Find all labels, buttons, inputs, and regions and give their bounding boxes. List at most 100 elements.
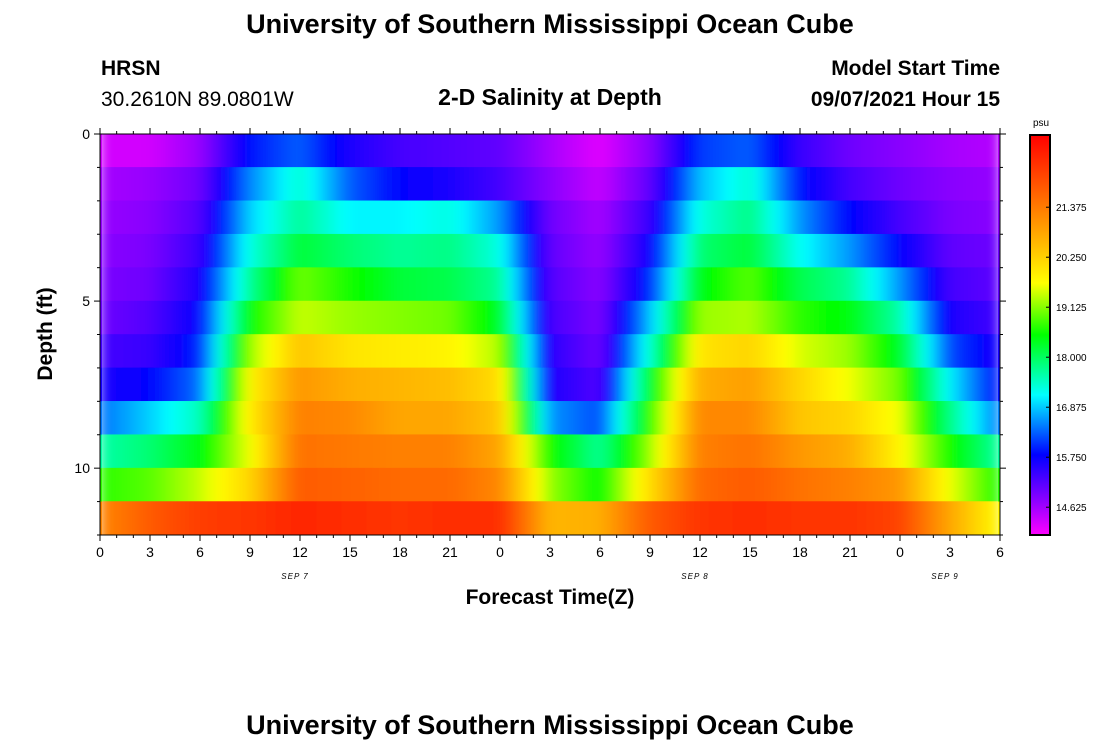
heatmap-cell [166,501,176,535]
heatmap-cell [741,267,751,302]
heatmap-cell [866,467,876,502]
heatmap-cell [582,167,593,202]
heatmap-cell [799,367,809,402]
heatmap-cell [116,134,126,168]
heatmap-cell [849,467,859,502]
heatmap-cell [516,233,526,268]
heatmap-cell [182,434,193,469]
heatmap-cell [100,401,109,436]
heatmap-cell [974,467,984,502]
heatmap-cell [674,501,684,535]
heatmap-cell [224,267,234,302]
heatmap-cell [566,267,576,302]
heatmap-cell [491,434,501,469]
heatmap-cell [807,200,818,235]
heatmap-cell [224,200,234,235]
heatmap-cell [316,501,326,535]
heatmap-cell [100,167,109,202]
heatmap-cell [266,334,276,369]
heatmap-cell [149,334,159,369]
heatmap-cell [366,233,376,268]
heatmap-cell [899,501,909,535]
heatmap-cell [707,134,718,168]
heatmap-cell [191,167,201,202]
heatmap-cell [674,467,684,502]
heatmap-cell [607,367,618,402]
heatmap-cell [457,134,468,168]
colorbar: 21.375 20.250 19.125 18.000 16.875 15.750 14.6… [1029,134,1087,536]
heatmap-cell [957,367,968,402]
heatmap-cell [491,401,501,436]
heatmap-cell [449,401,459,436]
heatmap-cell [841,434,851,469]
heatmap-cell [657,267,668,302]
heatmap-cell [124,233,134,268]
heatmap-cell [549,267,559,302]
heatmap-cell [116,467,126,502]
heatmap-cell [599,167,609,202]
heatmap-cell [816,134,826,168]
heatmap-cell [207,300,218,335]
heatmap-cell [141,367,151,402]
heatmap-cell [641,434,651,469]
heatmap-cell [599,200,609,235]
heatmap-cell [149,233,159,268]
heatmap-cell [691,134,701,168]
heatmap-cell [466,267,476,302]
heatmap-cell [741,501,751,535]
heatmap-cell [841,267,851,302]
heatmap-cell [724,467,734,502]
heatmap-cell [824,501,834,535]
heatmap-cell [616,367,626,402]
heatmap-cell [982,134,993,168]
heatmap-cell [866,200,876,235]
heatmap-cell [116,401,126,436]
heatmap-cell [741,167,751,202]
heatmap-cell [874,200,884,235]
heatmap-cell [624,367,634,402]
heatmap-cell [357,300,368,335]
heatmap-cell [582,501,593,535]
heatmap-cell [182,167,193,202]
heatmap-cell [907,467,918,502]
heatmap-cell [649,167,659,202]
heatmap-cell [707,200,718,235]
heatmap-cell [941,134,951,168]
heatmap-cell [100,233,109,268]
heatmap-cell [107,233,118,268]
heatmap-cell [149,267,159,302]
heatmap-cell [491,334,501,369]
heatmap-cell [916,167,926,202]
heatmap-cell [774,233,784,268]
heatmap-cell [641,267,651,302]
heatmap-cell [724,401,734,436]
heatmap-cell [632,134,643,168]
x-date-label: SEP 8 [681,572,708,581]
heatmap-cell [774,434,784,469]
heatmap-cell [566,200,576,235]
heatmap-cell [432,233,443,268]
heatmap-cell [932,401,943,436]
heatmap-cell [557,467,568,502]
heatmap-cell [257,233,268,268]
heatmap-cell [849,300,859,335]
heatmap-cell [407,167,418,202]
heatmap-cell [474,233,484,268]
heatmap-cell [257,200,268,235]
heatmap-cell [332,267,343,302]
heatmap-cell [524,467,534,502]
heatmap-cell [466,167,476,202]
heatmap-cell [124,300,134,335]
heatmap-cell [998,501,1000,535]
heatmap-cell [249,167,259,202]
heatmap-cell [100,267,109,302]
heatmap-cell [274,334,284,369]
heatmap-cell [407,233,418,268]
heatmap-cell [682,167,693,202]
heatmap-cell [891,501,901,535]
heatmap-cell [357,267,368,302]
heatmap-cell [916,467,926,502]
heatmap-cell [274,300,284,335]
heatmap-cell [732,233,743,268]
heatmap-cell [216,200,226,235]
